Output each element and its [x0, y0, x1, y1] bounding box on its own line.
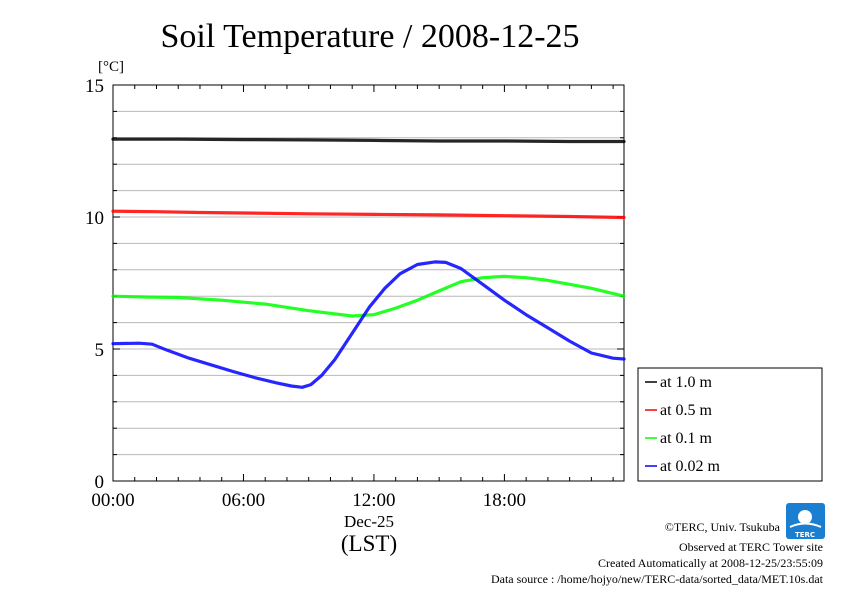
legend-label-1: at 0.5 m — [660, 402, 713, 419]
footer-copyright: ©TERC, Univ. Tsukuba — [665, 520, 781, 534]
y-tick-label: 0 — [95, 472, 105, 493]
footer-created: Created Automatically at 2008-12-25/23:5… — [598, 556, 823, 570]
legend-label-2: at 0.1 m — [660, 430, 713, 447]
footer-source: Data source : /home/hojyo/new/TERC-data/… — [491, 572, 824, 586]
grid-lines — [113, 110, 624, 456]
plot-frame — [112, 84, 625, 482]
x-tick-label: 06:00 — [222, 490, 265, 511]
x-axis-timezone: (LST) — [341, 531, 397, 556]
series-line-1 — [111, 209, 626, 220]
legend-box — [637, 367, 823, 482]
legend-label-0: at 1.0 m — [660, 374, 713, 391]
y-tick-label: 5 — [95, 340, 105, 361]
legend: at 1.0 m at 0.5 m at 0.1 m at 0.02 m — [645, 374, 721, 475]
axis-ticks: 0 5 10 15 00:00 06:00 12:00 18:00 — [85, 76, 624, 511]
logo-wave-icon — [789, 522, 822, 528]
y-tick-label: 10 — [85, 208, 104, 229]
x-tick-label: 00:00 — [91, 490, 134, 511]
footer-observed: Observed at TERC Tower site — [679, 540, 823, 554]
y-axis-unit: [°C] — [98, 59, 124, 75]
series-line-0 — [111, 137, 626, 144]
y-tick-label: 15 — [85, 76, 104, 97]
series-line-3 — [111, 260, 626, 389]
logo-text: TERC — [795, 531, 815, 539]
chart-title: Soil Temperature / 2008-12-25 — [160, 18, 579, 55]
x-axis-date: Dec-25 — [344, 512, 394, 531]
legend-label-3: at 0.02 m — [660, 458, 721, 475]
series-line-2 — [111, 274, 626, 318]
logo-drop-icon — [798, 510, 812, 524]
x-tick-label: 12:00 — [352, 490, 395, 511]
x-tick-label: 18:00 — [483, 490, 526, 511]
series-layer — [111, 137, 626, 389]
terc-logo: TERC — [786, 503, 825, 539]
